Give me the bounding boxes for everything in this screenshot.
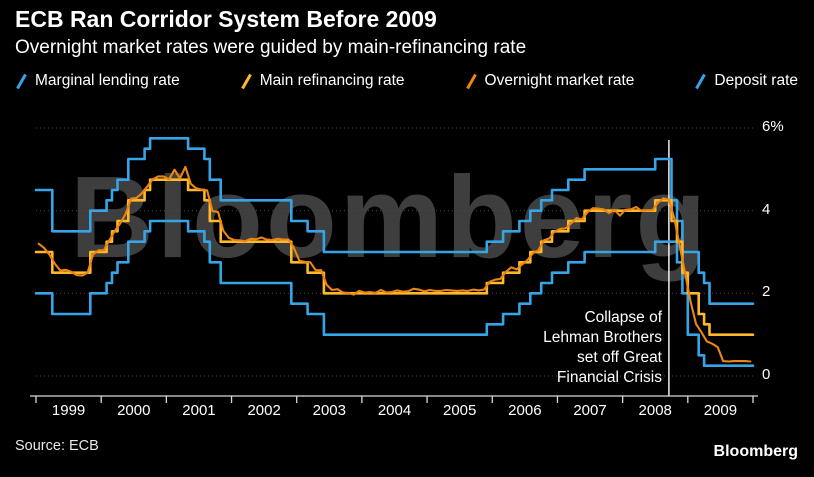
legend-slash-icon [465, 73, 477, 89]
series-overnight-market-rate [37, 165, 752, 363]
lehman-annotation: Collapse of Lehman Brothers set off Grea… [543, 309, 662, 387]
legend-label: Marginal lending rate [35, 72, 180, 89]
legend-label: Main refinancing rate [259, 72, 405, 89]
chart-title: ECB Ran Corridor System Before 2009 [15, 6, 437, 32]
legend-item-main-refinancing-rate: Main refinancing rate [240, 72, 405, 90]
legend-item-overnight-market-rate: Overnight market rate [465, 72, 635, 90]
legend-label: Overnight market rate [484, 72, 635, 89]
legend-slash-icon [16, 73, 27, 89]
legend-slash-icon [695, 73, 707, 89]
legend-slash-icon [240, 73, 252, 89]
chart-subtitle: Overnight market rates were guided by ma… [15, 37, 527, 58]
legend: Marginal lending rate Main refinancing ra… [15, 72, 798, 90]
series-deposit-rate [34, 219, 755, 367]
series-marginal-lending-rate [34, 137, 755, 305]
legend-item-deposit-rate: Deposit rate [694, 72, 798, 90]
legend-label: Deposit rate [714, 72, 798, 89]
legend-item-marginal-lending-rate: Marginal lending rate [15, 72, 180, 90]
bloomberg-logo: Bloomberg [713, 443, 798, 460]
source-note: Source: ECB [15, 438, 99, 454]
